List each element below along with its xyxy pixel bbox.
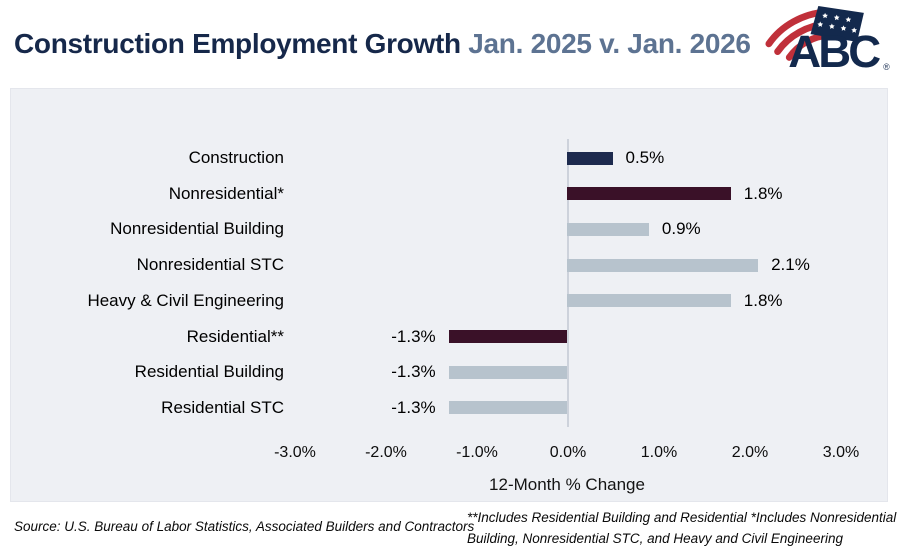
x-axis-tick: 0.0% bbox=[549, 444, 587, 461]
value-label: -1.3% bbox=[391, 326, 436, 346]
x-axis-tick: 2.0% bbox=[731, 444, 769, 461]
title-period: Jan. 2025 v. Jan. 2026 bbox=[468, 28, 751, 59]
bar bbox=[567, 294, 731, 308]
footnote: **Includes Residential Building and Resi… bbox=[467, 510, 897, 546]
x-axis-tick: -1.0% bbox=[456, 444, 498, 461]
value-label: 1.8% bbox=[743, 290, 783, 310]
x-axis-tick: 1.0% bbox=[640, 444, 678, 461]
value-label: -1.3% bbox=[391, 362, 436, 382]
flag-canton-icon bbox=[810, 6, 864, 42]
category-label: Construction bbox=[188, 148, 284, 167]
x-axis-tick: 3.0% bbox=[822, 444, 860, 461]
source-note: Source: U.S. Bureau of Labor Statistics,… bbox=[14, 519, 475, 534]
footer: Source: U.S. Bureau of Labor Statistics,… bbox=[0, 502, 900, 550]
category-label: Residential STC bbox=[161, 397, 284, 417]
x-axis-tick: -3.0% bbox=[274, 444, 316, 461]
bar bbox=[567, 258, 759, 272]
value-label: 2.1% bbox=[771, 255, 810, 275]
value-label: 1.8% bbox=[743, 183, 783, 203]
bar bbox=[567, 187, 731, 201]
value-label: 0.9% bbox=[661, 219, 701, 239]
page-title: Construction Employment Growth Jan. 2025… bbox=[14, 28, 751, 60]
bar bbox=[448, 401, 567, 415]
bar bbox=[448, 365, 567, 379]
bar bbox=[567, 151, 613, 165]
category-label: Residential** bbox=[186, 326, 284, 346]
title-main: Construction Employment Growth bbox=[14, 28, 469, 59]
bar bbox=[567, 222, 649, 236]
abc-logo: ABC ® bbox=[765, 6, 890, 74]
bar bbox=[448, 330, 567, 343]
category-label: Nonresidential Building bbox=[110, 219, 284, 239]
category-label: Nonresidential* bbox=[168, 183, 284, 203]
category-label: Nonresidential STC bbox=[136, 255, 284, 275]
category-label: Residential Building bbox=[134, 362, 284, 382]
value-label: 0.5% bbox=[625, 148, 665, 167]
logo-text: ABC bbox=[788, 26, 880, 74]
x-axis-tick: -2.0% bbox=[365, 444, 407, 461]
logo-registered-mark: ® bbox=[883, 62, 890, 72]
chart-panel: 12-Month % Change Construction 0.5% Nonres… bbox=[10, 88, 888, 502]
x-axis-title: 12-Month % Change bbox=[489, 475, 645, 494]
category-label: Heavy & Civil Engineering bbox=[87, 290, 284, 310]
zero-axis-line bbox=[567, 139, 569, 427]
value-label: -1.3% bbox=[391, 397, 436, 417]
header: Construction Employment Growth Jan. 2025… bbox=[0, 0, 900, 88]
